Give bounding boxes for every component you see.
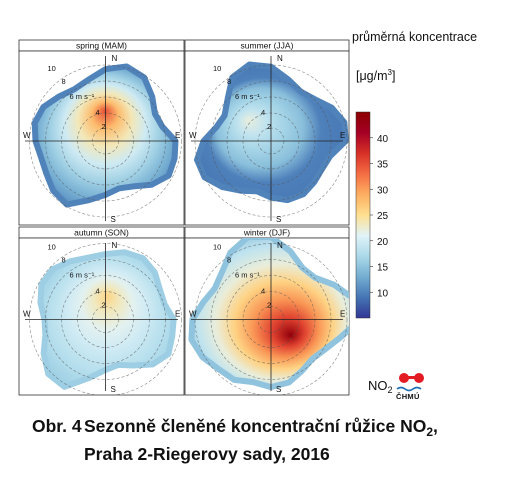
colorbar: 10 15 20 25 30 35 40 <box>355 111 389 319</box>
caption-number: Obr. 4 <box>32 416 82 436</box>
compass-S: S <box>276 385 281 394</box>
ring-label: 2 <box>102 301 106 310</box>
colorbar-tick-label: 40 <box>377 134 389 145</box>
compass-S: S <box>111 215 116 224</box>
ring-label: 6 m s⁻¹ <box>70 92 95 101</box>
compass-E: E <box>175 131 180 140</box>
colorbar-scale <box>355 111 371 319</box>
ring-label: 8 <box>227 256 231 265</box>
ring-label: 10 <box>48 243 56 252</box>
rose-panel-4: winter (DJF) 246 m s⁻¹ 8 10 N E S W <box>184 226 350 396</box>
ring-label: 6 m s⁻¹ <box>70 271 95 280</box>
rose-panel-3: autumn (SON) 246 m s⁻¹ 8 10 N E S W <box>18 226 185 396</box>
ring-label: 8 <box>62 77 66 86</box>
compass-S: S <box>276 215 281 224</box>
colorbar-tick-label: 25 <box>377 211 389 222</box>
compass-S: S <box>111 385 116 394</box>
compass-W: W <box>189 131 197 140</box>
compass-W: W <box>23 131 31 140</box>
compass-E: E <box>340 310 345 319</box>
colorbar-tick-label: 15 <box>377 263 389 274</box>
compass-N: N <box>112 241 118 250</box>
ring-label: 2 <box>267 122 271 131</box>
colorbar-tick-label: 20 <box>377 237 389 248</box>
ring-label: 10 <box>48 64 56 73</box>
colorbar-tick-label: 35 <box>377 160 389 171</box>
compass-W: W <box>189 310 197 319</box>
ring-label: 4 <box>261 108 265 117</box>
logo-bar <box>407 376 416 379</box>
ring-label: 8 <box>227 77 231 86</box>
panel-title: autumn (SON) <box>74 228 129 238</box>
panel-title: spring (MAM) <box>76 41 127 51</box>
ring-label: 4 <box>96 287 100 296</box>
logo-dot-right <box>414 373 424 383</box>
panel-title: winter (DJF) <box>243 228 290 238</box>
panel-title: summer (JJA) <box>241 41 294 51</box>
ring-label: 8 <box>62 256 66 265</box>
compass-N: N <box>277 241 283 250</box>
compass-N: N <box>112 54 118 63</box>
figure-caption: Obr. 4 Sezonně členěné koncentrační růžic… <box>32 416 438 464</box>
colorbar-tick-label: 30 <box>377 185 389 196</box>
compass-N: N <box>277 54 283 63</box>
chmu-label: ČHMÚ <box>396 392 420 401</box>
ring-label: 2 <box>102 122 106 131</box>
rose-panel-2: summer (JJA) 246 m s⁻¹ 8 10 N E S W <box>184 39 350 226</box>
colorbar-title: průměrná koncentrace <box>352 30 478 44</box>
ring-label: 6 m s⁻¹ <box>235 271 260 280</box>
compass-W: W <box>23 310 31 319</box>
ring-label: 4 <box>261 287 265 296</box>
logo-wave <box>396 386 422 392</box>
ring-label: 4 <box>96 108 100 117</box>
rose-panel-1: spring (MAM) 246 m s⁻¹ 8 10 N E S W <box>18 39 185 226</box>
ring-label: 10 <box>213 64 221 73</box>
logo-dot-left <box>399 373 409 383</box>
compass-E: E <box>340 131 345 140</box>
chmu-logo <box>396 373 424 392</box>
ring-label: 2 <box>267 301 271 310</box>
compass-E: E <box>175 310 180 319</box>
no2-label: NO2 <box>368 378 393 395</box>
ring-label: 6 m s⁻¹ <box>235 92 260 101</box>
colorbar-unit: [μg/m3] <box>356 68 396 83</box>
caption-line2: Praha 2-Riegerovy sady, 2016 <box>84 444 330 464</box>
colorbar-tick-label: 10 <box>377 288 389 299</box>
ring-label: 10 <box>213 243 221 252</box>
